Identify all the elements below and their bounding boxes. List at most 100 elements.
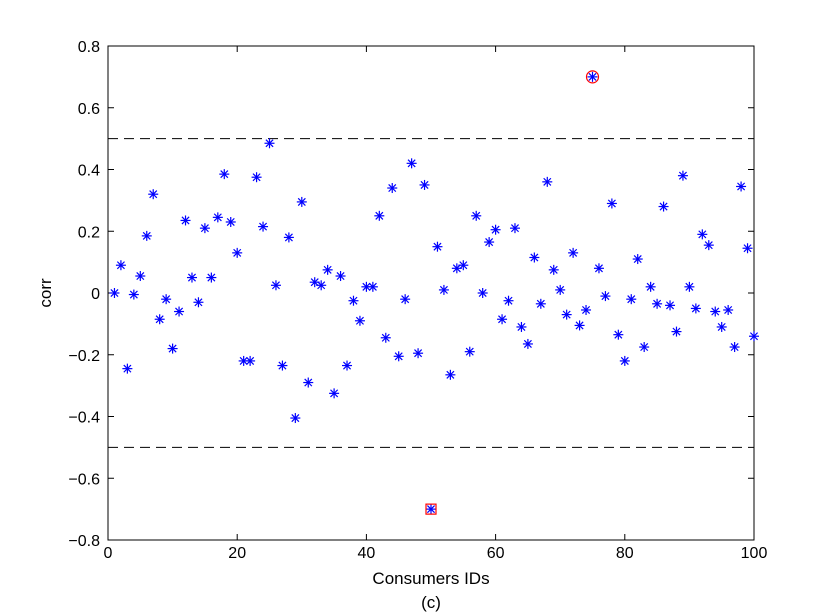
data-point xyxy=(419,179,430,190)
x-tick-label: 0 xyxy=(104,545,113,562)
data-point xyxy=(677,170,688,181)
data-point xyxy=(626,294,637,305)
data-point xyxy=(535,298,546,309)
y-tick-label: 0.4 xyxy=(78,163,100,180)
data-point xyxy=(497,314,508,325)
y-tick-labels: −0.8 −0.6 −0.4 −0.2 0 0.2 0.4 0.6 0.8 xyxy=(68,39,100,550)
data-point xyxy=(619,355,630,366)
y-tick-label: 0 xyxy=(91,286,100,303)
data-point xyxy=(445,369,456,380)
data-point xyxy=(671,326,682,337)
data-point xyxy=(413,348,424,359)
data-point xyxy=(303,377,314,388)
data-point xyxy=(684,281,695,292)
data-point xyxy=(477,288,488,298)
data-point xyxy=(555,284,566,295)
data-point xyxy=(490,224,501,235)
data-point xyxy=(225,216,236,227)
data-point xyxy=(258,221,269,232)
data-point xyxy=(290,413,301,424)
data-point xyxy=(342,360,353,371)
data-point xyxy=(283,232,294,243)
x-tick-label: 80 xyxy=(616,545,634,562)
data-point xyxy=(600,291,611,302)
data-point xyxy=(587,71,598,82)
data-point xyxy=(568,247,579,258)
data-point xyxy=(509,223,520,234)
axis-ticks xyxy=(107,45,755,541)
x-tick-label: 40 xyxy=(358,545,376,562)
data-point xyxy=(658,201,669,212)
data-point xyxy=(219,169,230,180)
data-point xyxy=(736,181,747,192)
data-point xyxy=(652,298,663,309)
data-point xyxy=(199,223,210,234)
reference-lines xyxy=(108,138,754,448)
data-point xyxy=(393,351,404,362)
data-point xyxy=(710,306,721,317)
data-point xyxy=(387,183,398,194)
data-point xyxy=(154,314,165,325)
data-point xyxy=(380,332,391,343)
x-axis-label: Consumers IDs xyxy=(372,569,489,588)
data-point xyxy=(606,198,617,209)
data-point xyxy=(703,240,714,251)
data-point xyxy=(503,295,514,306)
data-point xyxy=(238,355,249,366)
data-point xyxy=(193,297,204,308)
data-point xyxy=(613,329,624,340)
data-point xyxy=(697,229,708,240)
data-point xyxy=(690,303,701,314)
data-point xyxy=(561,309,572,320)
highlight-circle xyxy=(585,70,600,84)
data-point xyxy=(174,306,185,317)
data-point xyxy=(729,342,740,353)
data-point xyxy=(516,321,527,332)
data-point xyxy=(148,189,159,200)
data-point xyxy=(348,295,359,306)
y-tick-label: −0.6 xyxy=(68,471,100,488)
plot-area xyxy=(107,45,755,541)
data-point xyxy=(232,247,243,258)
data-point xyxy=(206,272,217,283)
data-point xyxy=(270,280,281,291)
data-point xyxy=(335,271,346,282)
y-axis-label: corr xyxy=(36,278,55,308)
data-point xyxy=(645,281,656,292)
x-tick-label: 60 xyxy=(487,545,505,562)
data-point xyxy=(522,338,533,349)
data-point xyxy=(484,237,495,248)
highlight-square xyxy=(425,503,437,515)
data-point xyxy=(296,196,307,207)
data-point xyxy=(742,243,753,254)
data-point xyxy=(574,320,585,331)
data-point xyxy=(354,315,365,326)
data-point xyxy=(471,210,482,221)
data-point xyxy=(122,363,133,374)
data-point xyxy=(581,304,592,315)
data-point xyxy=(367,281,378,292)
data-point xyxy=(716,321,727,332)
x-tick-label: 20 xyxy=(228,545,246,562)
y-tick-label: 0.6 xyxy=(78,101,100,118)
data-point xyxy=(109,288,120,298)
data-point xyxy=(251,172,262,183)
data-point xyxy=(639,342,650,353)
x-tick-labels: 0 20 40 60 80 100 xyxy=(104,545,768,562)
data-point xyxy=(665,300,676,311)
data-point xyxy=(115,260,126,271)
highlighted-points xyxy=(425,70,600,515)
data-point xyxy=(167,343,178,354)
data-point xyxy=(141,230,152,241)
data-point xyxy=(548,264,559,275)
data-point xyxy=(432,241,443,252)
x-tick-label: 100 xyxy=(741,545,768,562)
y-tick-label: −0.8 xyxy=(68,533,100,550)
data-point xyxy=(186,272,197,283)
data-point xyxy=(316,280,327,291)
data-point xyxy=(161,294,172,305)
data-point xyxy=(322,264,333,275)
data-point xyxy=(128,289,139,300)
